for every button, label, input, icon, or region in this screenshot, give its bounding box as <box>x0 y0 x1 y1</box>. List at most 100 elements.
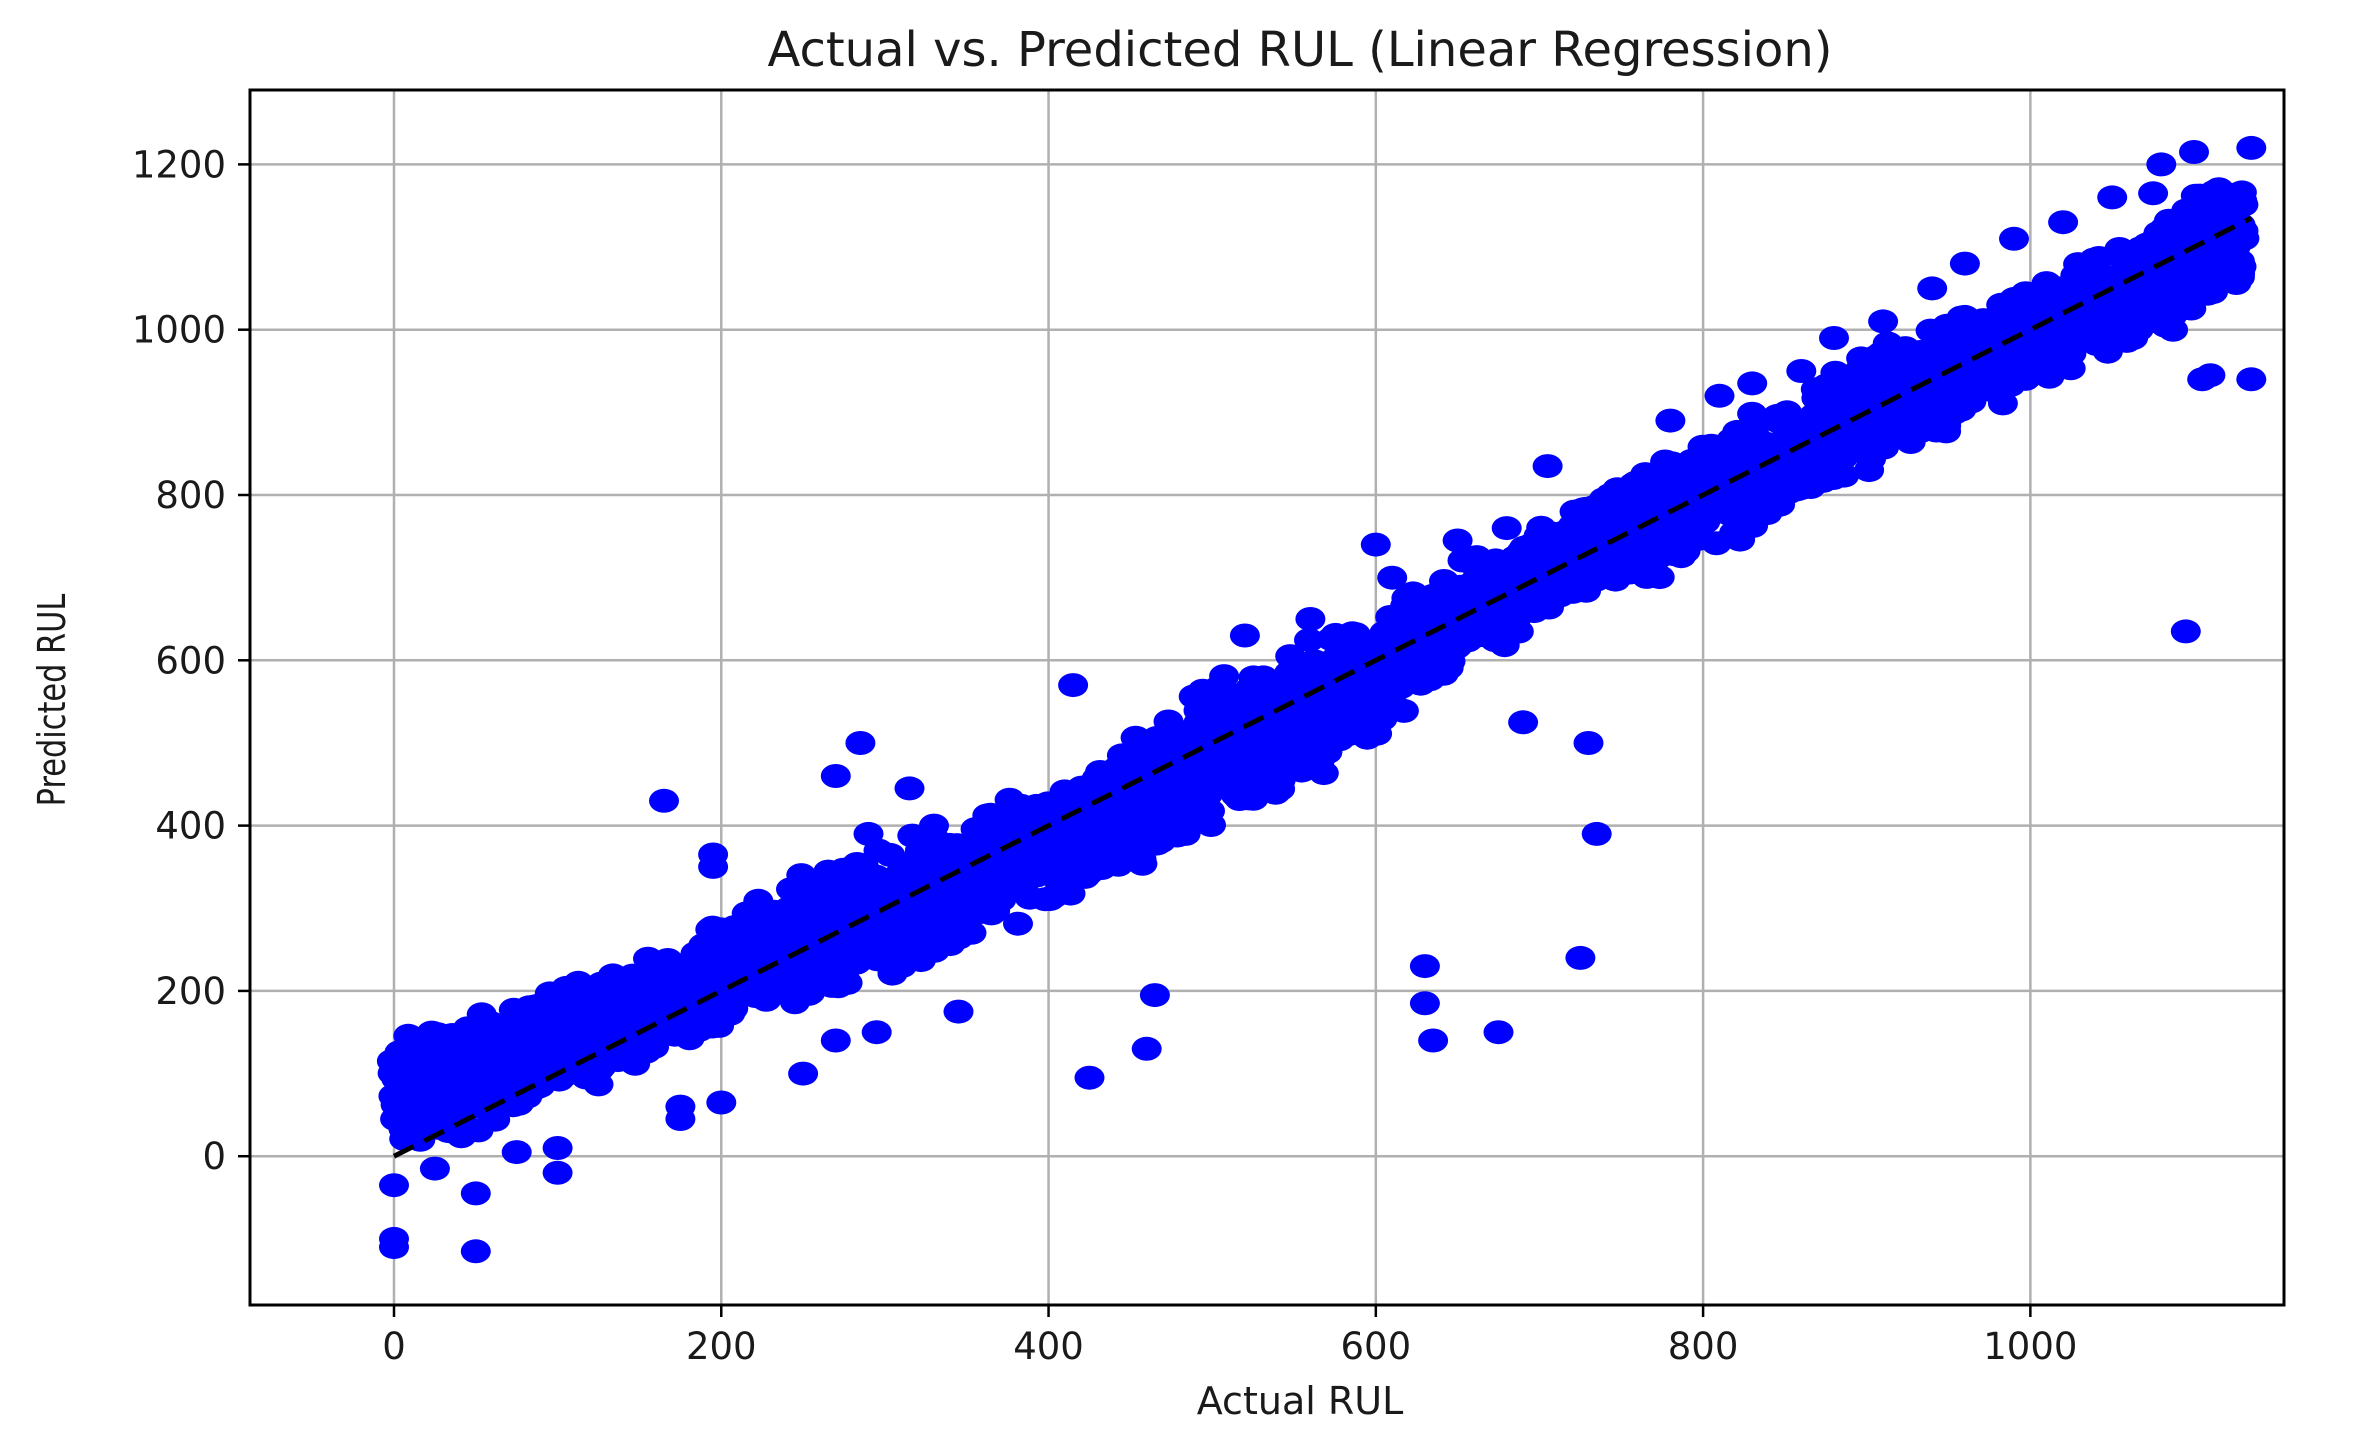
data-point <box>1127 851 1158 876</box>
data-point <box>542 1136 573 1160</box>
data-point <box>919 813 949 838</box>
data-point <box>1196 813 1226 837</box>
data-point <box>460 1239 491 1264</box>
data-point <box>894 776 925 801</box>
data-point <box>1508 710 1539 735</box>
data-point <box>1131 1036 1162 1061</box>
data-point <box>1704 383 1735 408</box>
axis-ticks: 0 200 400 600 800 1000 0 200 400 600 800 1000 1200 <box>132 143 2078 1368</box>
data-point <box>1294 628 1324 653</box>
x-tick-label: 400 <box>1013 1325 1084 1368</box>
data-point <box>1819 326 1849 350</box>
reference-line-group <box>392 215 2253 1159</box>
data-point <box>1655 408 1686 433</box>
data-point <box>2179 140 2209 164</box>
data-point <box>1829 463 1860 488</box>
y-axis-title: Predicted RUL <box>31 594 75 807</box>
data-point <box>639 1034 670 1059</box>
x-tick-label: 1000 <box>1983 1325 2077 1368</box>
data-point <box>698 854 729 879</box>
data-points <box>376 135 2267 1264</box>
data-point <box>1409 954 1440 979</box>
data-point <box>1819 433 1849 458</box>
y-tick-label: 600 <box>155 639 226 682</box>
data-point <box>788 1061 819 1086</box>
data-point <box>1786 359 1817 383</box>
x-tick-label: 0 <box>382 1325 406 1368</box>
data-point <box>1999 226 2029 251</box>
data-point <box>1442 528 1473 553</box>
data-point <box>2170 619 2201 644</box>
data-point <box>1565 945 1596 970</box>
data-point <box>2226 254 2257 279</box>
data-point <box>2236 135 2267 160</box>
data-point <box>845 731 876 755</box>
data-point <box>1418 1028 1449 1053</box>
data-point <box>1573 731 1604 755</box>
data-point <box>1868 309 1899 334</box>
data-point <box>1360 532 1391 557</box>
data-point <box>1503 619 1534 644</box>
data-point <box>379 1173 409 1198</box>
data-point <box>832 970 863 995</box>
y-tick-label: 400 <box>155 805 226 848</box>
data-point <box>2162 268 2193 293</box>
data-point <box>665 1107 696 1131</box>
data-point <box>861 1020 892 1045</box>
data-point <box>1917 276 1948 301</box>
data-point <box>2227 188 2258 213</box>
data-point <box>1987 391 2018 416</box>
plot-area-frame <box>248 88 2286 1307</box>
data-point <box>2138 181 2169 206</box>
data-point <box>2048 210 2079 235</box>
data-point <box>1532 454 1563 479</box>
data-point <box>1483 1020 1514 1045</box>
data-point <box>820 764 851 788</box>
data-point <box>1074 1065 1105 1090</box>
x-tick-label: 800 <box>1668 1325 1739 1368</box>
data-point <box>2179 284 2209 309</box>
y-tick-label: 1200 <box>132 143 226 186</box>
data-point <box>542 1160 573 1185</box>
data-point <box>419 1156 450 1181</box>
data-point <box>1058 673 1089 698</box>
data-point <box>1308 761 1339 786</box>
data-point <box>1737 401 1768 426</box>
data-point <box>1737 371 1768 396</box>
data-point <box>1377 565 1408 590</box>
data-point <box>956 920 987 945</box>
data-point <box>2195 363 2226 388</box>
data-point <box>649 788 679 813</box>
data-point <box>501 1140 532 1165</box>
data-point <box>1491 516 1522 541</box>
data-point <box>943 999 974 1024</box>
data-point <box>820 1028 851 1053</box>
x-tick-label: 600 <box>1341 1325 1412 1368</box>
data-point <box>1139 983 1170 1008</box>
y-tick-label: 1000 <box>132 309 226 352</box>
reference-line <box>392 215 2253 1159</box>
data-point <box>1229 623 1260 648</box>
data-point <box>2146 152 2177 177</box>
x-tick-label: 200 <box>686 1325 757 1368</box>
x-axis-title: Actual RUL <box>1197 1379 1404 1423</box>
data-point <box>460 1181 491 1206</box>
data-point <box>1409 991 1440 1016</box>
y-tick-label: 800 <box>155 474 226 517</box>
data-point <box>706 1090 737 1115</box>
y-tick-label: 0 <box>202 1135 226 1178</box>
data-point <box>1851 425 1882 450</box>
data-point <box>2229 226 2260 251</box>
data-point <box>2236 367 2267 392</box>
data-point <box>1295 607 1326 631</box>
data-point <box>1644 565 1675 590</box>
data-point <box>1003 911 1033 936</box>
chart-title: Actual vs. Predicted RUL (Linear Regress… <box>767 22 1832 78</box>
y-tick-label: 200 <box>155 970 226 1013</box>
data-point <box>853 821 884 846</box>
data-point <box>2097 185 2128 210</box>
data-point <box>1949 251 1980 276</box>
data-point <box>379 1226 409 1251</box>
